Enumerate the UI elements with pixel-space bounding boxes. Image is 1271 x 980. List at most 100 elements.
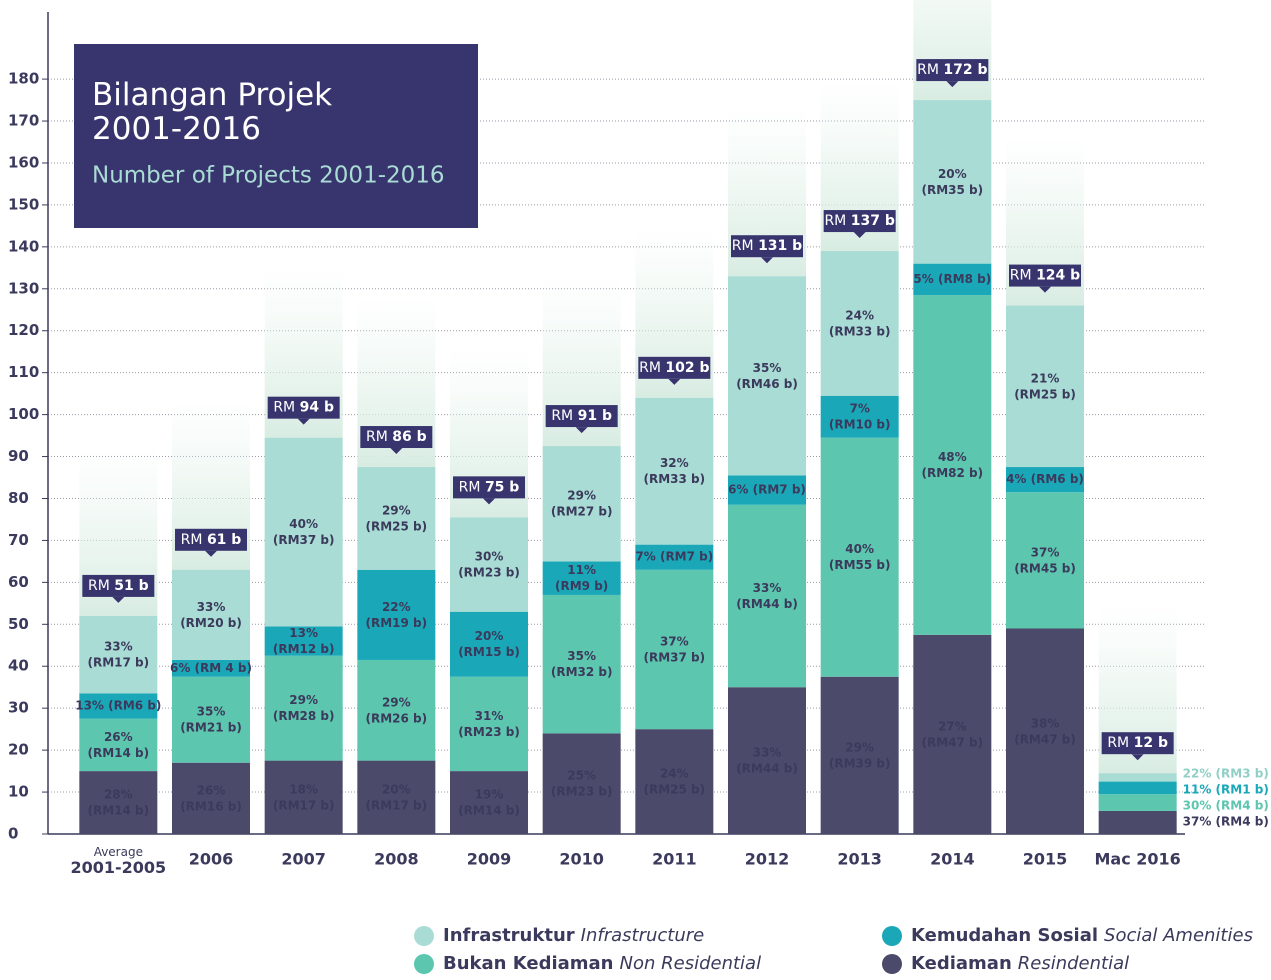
bar-segment xyxy=(542,733,621,834)
bar-segment xyxy=(728,475,806,505)
total-label: RM 51 b xyxy=(88,578,149,594)
data-label: 30% (RM4 b) xyxy=(1183,799,1269,813)
data-label: 33% (RM44 b) xyxy=(736,745,798,775)
bar-segment xyxy=(264,626,343,656)
badge-pointer xyxy=(205,550,217,557)
bar-segment xyxy=(172,659,250,677)
bar-segment xyxy=(820,676,899,834)
legend-label: Kemudahan Sosial xyxy=(911,925,1098,946)
bar-segment xyxy=(728,504,806,688)
bar-segment xyxy=(357,467,436,570)
bar-segment xyxy=(820,437,899,677)
data-label: 37% (RM37 b) xyxy=(644,634,706,664)
bar-segment xyxy=(79,615,158,694)
data-label: 40% (RM55 b) xyxy=(829,542,891,572)
bar-segment xyxy=(1006,492,1084,629)
y-tick-label: 140 xyxy=(8,237,39,255)
total-label: RM 172 b xyxy=(917,62,987,78)
bar-segment xyxy=(1006,305,1084,468)
bar-segment xyxy=(79,693,158,719)
bar-segment xyxy=(542,594,621,734)
bar-segment xyxy=(357,569,436,660)
data-label: 28% (RM14 b) xyxy=(88,787,150,817)
bar-segment xyxy=(1098,773,1177,782)
legend-label: Infrastruktur xyxy=(443,925,575,946)
total-badge xyxy=(638,356,711,379)
bar-segment xyxy=(1098,794,1177,811)
legend-swatch xyxy=(414,926,434,946)
data-label: 19% (RM14 b) xyxy=(458,787,520,817)
x-tick-label: 2014 xyxy=(930,850,975,869)
data-label: 11% (RM9 b) xyxy=(555,563,608,593)
y-tick-label: 0 xyxy=(8,825,18,843)
data-label: 13% (RM12 b) xyxy=(273,626,335,656)
data-label: 26% (RM14 b) xyxy=(88,729,150,759)
data-label: 48% (RM82 b) xyxy=(922,449,984,479)
legend-swatch xyxy=(414,954,434,974)
data-label: 7% (RM7 b) xyxy=(635,550,713,564)
total-badge xyxy=(267,396,340,419)
y-tick-label: 100 xyxy=(8,405,39,423)
bar-segment xyxy=(450,611,528,677)
total-label: RM 86 b xyxy=(366,429,427,445)
bar-segment xyxy=(542,561,621,595)
x-tick-label: 2012 xyxy=(745,850,790,869)
legend-sublabel: Infrastructure xyxy=(581,925,705,946)
bar-segment xyxy=(357,659,436,761)
data-label: 29% (RM39 b) xyxy=(829,740,891,770)
total-badge xyxy=(823,210,896,233)
badge-pointer xyxy=(575,427,588,434)
x-tick-label: 2015 xyxy=(1023,850,1068,869)
y-tick-label: 50 xyxy=(8,615,29,633)
data-label: 24% (RM25 b) xyxy=(644,766,706,796)
data-label: 35% (RM32 b) xyxy=(551,649,613,679)
chart-subtitle: Number of Projects 2001-2016 xyxy=(92,163,445,189)
y-tick-label: 20 xyxy=(8,741,29,759)
bar-segment xyxy=(542,446,621,562)
legend-sublabel: Resindential xyxy=(1018,953,1129,974)
data-label: 37% (RM4 b) xyxy=(1183,815,1269,829)
legend-swatch xyxy=(882,926,902,946)
badge-pointer xyxy=(483,498,495,505)
x-tick-label: 2008 xyxy=(374,850,419,869)
data-label: 26% (RM16 b) xyxy=(180,783,242,813)
total-label: RM 124 b xyxy=(1010,268,1080,284)
total-label: RM 12 b xyxy=(1107,735,1168,751)
y-tick-label: 130 xyxy=(8,279,39,297)
data-label: 31% (RM23 b) xyxy=(458,708,520,738)
badge-pointer xyxy=(297,418,310,425)
data-label: 4% (RM6 b) xyxy=(1006,472,1084,486)
bar-segment xyxy=(820,395,899,438)
bar-segment xyxy=(635,397,714,545)
badge-pointer xyxy=(668,378,681,385)
bar-segment xyxy=(913,263,992,296)
data-label: 33% (RM20 b) xyxy=(180,599,242,629)
bar-segment xyxy=(635,544,714,570)
total-badge xyxy=(916,59,989,82)
total-label: RM 102 b xyxy=(639,360,709,376)
bar-segment xyxy=(913,295,992,635)
bar-segment xyxy=(635,569,714,730)
data-label: 29% (RM26 b) xyxy=(366,695,428,725)
bar-segment xyxy=(1098,781,1177,795)
data-label: 20% (RM17 b) xyxy=(366,782,428,812)
bar-segment xyxy=(1006,467,1084,493)
data-label: 32% (RM33 b) xyxy=(644,456,706,486)
data-label: 29% (RM27 b) xyxy=(551,488,613,518)
total-badge xyxy=(82,574,155,597)
x-tick-label: 2009 xyxy=(467,850,512,869)
bar-segment xyxy=(172,569,250,660)
x-tick-label: 2007 xyxy=(281,850,326,869)
data-label: 29% (RM25 b) xyxy=(366,503,428,533)
y-tick-label: 120 xyxy=(8,321,39,339)
data-label: 7% (RM10 b) xyxy=(829,401,891,431)
x-tick-label: Mac 2016 xyxy=(1095,850,1181,869)
legend-swatch xyxy=(882,954,902,974)
data-label: 35% (RM46 b) xyxy=(736,360,798,390)
data-label: 40% (RM37 b) xyxy=(273,517,335,547)
data-label: 37% (RM45 b) xyxy=(1014,545,1076,575)
data-label: 35% (RM21 b) xyxy=(180,704,242,734)
bar-segment xyxy=(820,251,899,396)
bar-segment xyxy=(913,634,992,834)
